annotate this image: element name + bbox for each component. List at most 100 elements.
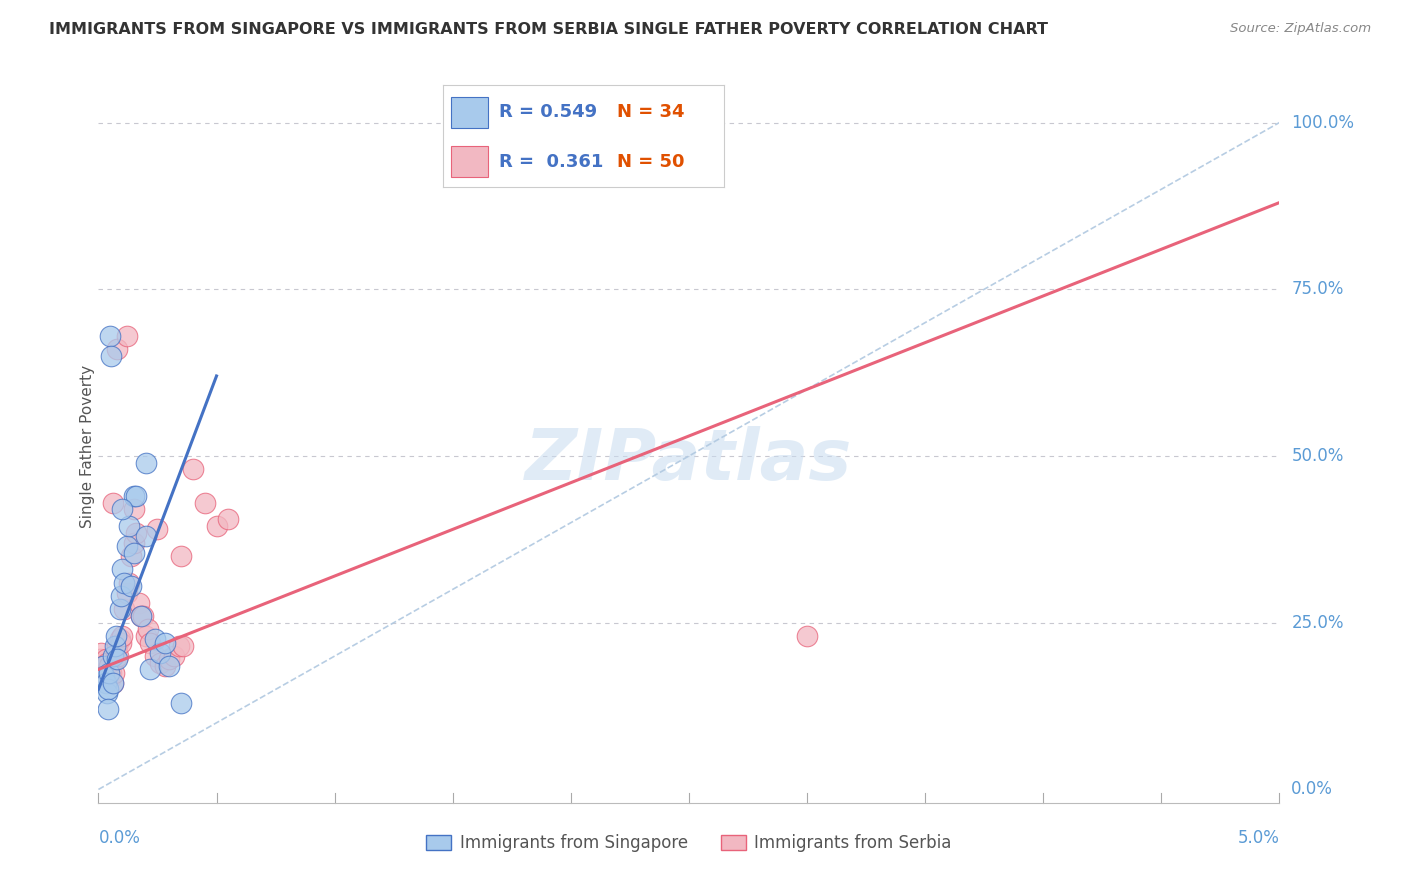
Point: [217, 512, 239, 526]
Point: [118, 575, 141, 590]
Point: [111, 629, 134, 643]
Point: [118, 519, 141, 533]
Point: [170, 549, 193, 563]
Point: [90, 646, 112, 660]
Point: [101, 496, 124, 510]
Point: [115, 585, 138, 599]
Point: [135, 456, 157, 470]
Point: [97, 665, 120, 680]
Point: [136, 623, 159, 637]
Point: [157, 659, 180, 673]
Point: [135, 529, 157, 543]
Text: 75.0%: 75.0%: [1291, 280, 1344, 298]
Point: [96, 686, 118, 700]
Point: [146, 522, 169, 536]
Point: [796, 629, 818, 643]
Point: [91, 659, 114, 673]
Point: [112, 575, 135, 590]
Point: [105, 343, 128, 357]
Point: [122, 489, 145, 503]
Text: IMMIGRANTS FROM SINGAPORE VS IMMIGRANTS FROM SERBIA SINGLE FATHER POVERTY CORREL: IMMIGRANTS FROM SINGAPORE VS IMMIGRANTS …: [49, 22, 1049, 37]
Point: [143, 632, 166, 647]
Point: [111, 502, 134, 516]
Point: [105, 629, 128, 643]
Point: [205, 519, 228, 533]
Point: [125, 525, 148, 540]
Text: 5.0%: 5.0%: [1237, 830, 1279, 847]
Point: [181, 462, 204, 476]
Point: [153, 636, 176, 650]
Y-axis label: Single Father Poverty: Single Father Poverty: [80, 365, 94, 527]
Point: [96, 656, 118, 670]
Point: [167, 639, 190, 653]
Point: [104, 639, 127, 653]
Point: [91, 665, 114, 680]
Point: [139, 636, 162, 650]
Point: [107, 649, 129, 664]
Text: 0.0%: 0.0%: [1291, 780, 1333, 798]
Bar: [451, 97, 488, 128]
Text: R =  0.361: R = 0.361: [499, 153, 603, 170]
Point: [132, 609, 155, 624]
Bar: [451, 146, 488, 177]
Point: [101, 675, 124, 690]
Point: [153, 659, 176, 673]
Point: [94, 652, 117, 666]
Point: [98, 665, 121, 680]
Point: [149, 646, 172, 660]
Point: [125, 489, 148, 503]
Point: [172, 639, 194, 653]
Point: [100, 349, 122, 363]
Point: [89, 652, 111, 666]
Point: [105, 639, 128, 653]
Point: [163, 649, 186, 664]
Legend: Immigrants from Singapore, Immigrants from Serbia: Immigrants from Singapore, Immigrants fr…: [419, 828, 959, 859]
Point: [105, 646, 128, 660]
Text: N = 34: N = 34: [617, 103, 685, 121]
Point: [110, 589, 132, 603]
Point: [100, 665, 122, 680]
Point: [122, 502, 145, 516]
Point: [122, 535, 145, 549]
Text: N = 50: N = 50: [617, 153, 685, 170]
Point: [143, 649, 166, 664]
Point: [101, 675, 124, 690]
Point: [121, 549, 143, 563]
Point: [94, 675, 117, 690]
Point: [115, 539, 138, 553]
Point: [91, 659, 114, 673]
Point: [194, 496, 217, 510]
Text: Source: ZipAtlas.com: Source: ZipAtlas.com: [1230, 22, 1371, 36]
Point: [103, 665, 125, 680]
Point: [157, 652, 180, 666]
Point: [122, 546, 145, 560]
Point: [149, 656, 172, 670]
Point: [97, 702, 120, 716]
Point: [129, 609, 152, 624]
Point: [139, 662, 162, 676]
Point: [121, 579, 143, 593]
Text: ZIPatlas: ZIPatlas: [526, 425, 852, 495]
Point: [98, 673, 121, 687]
Point: [104, 652, 127, 666]
Text: 25.0%: 25.0%: [1291, 614, 1344, 632]
Point: [129, 609, 152, 624]
Text: 100.0%: 100.0%: [1291, 113, 1354, 131]
Point: [128, 596, 150, 610]
Point: [97, 682, 120, 697]
Point: [98, 659, 121, 673]
Text: 0.0%: 0.0%: [98, 830, 141, 847]
Point: [135, 629, 157, 643]
Point: [101, 649, 124, 664]
Point: [93, 662, 115, 676]
Point: [93, 669, 115, 683]
Point: [111, 562, 134, 576]
Point: [108, 602, 131, 616]
Point: [105, 652, 128, 666]
Point: [110, 636, 132, 650]
Point: [108, 632, 131, 647]
Point: [98, 329, 121, 343]
Text: 50.0%: 50.0%: [1291, 447, 1344, 465]
Point: [170, 696, 193, 710]
Text: R = 0.549: R = 0.549: [499, 103, 598, 121]
